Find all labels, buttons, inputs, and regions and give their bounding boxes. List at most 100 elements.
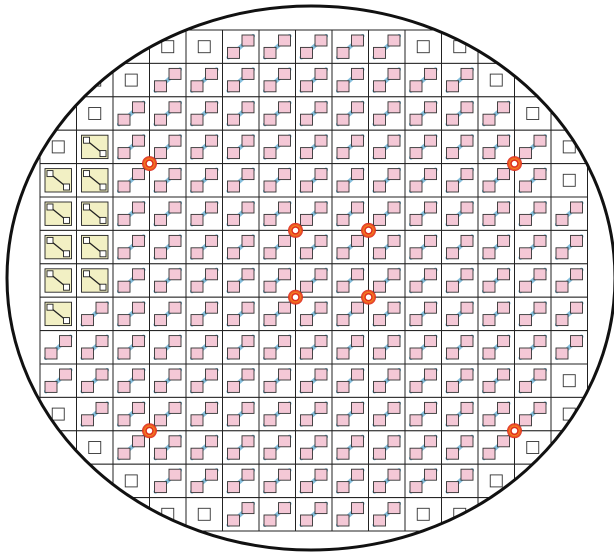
product-die (331, 229, 369, 265)
product-die (331, 330, 369, 365)
product-die (404, 430, 442, 465)
product-die (149, 62, 187, 98)
product-die (222, 129, 260, 165)
product-die (331, 96, 369, 131)
wafer-outline (5, 4, 614, 552)
product-die (514, 330, 552, 365)
product-die (149, 129, 187, 165)
product-die (550, 263, 588, 298)
product-die (222, 363, 260, 398)
product-die (368, 296, 406, 332)
marker-dot (288, 222, 303, 238)
product-die (149, 430, 187, 465)
product-die (441, 463, 479, 499)
marker-dot (142, 156, 157, 172)
product-die (368, 129, 406, 165)
product-die (514, 229, 552, 265)
product-die (112, 129, 150, 165)
product-die (368, 497, 406, 532)
product-die (441, 263, 479, 298)
test-structure-die (76, 129, 114, 165)
product-die (404, 62, 442, 98)
product-die (404, 296, 442, 332)
partial-edge-die (76, 96, 114, 131)
product-die (477, 296, 515, 332)
product-die (331, 62, 369, 98)
product-die (295, 330, 333, 365)
product-die (258, 163, 296, 198)
test-structure-die (39, 229, 77, 265)
product-die (222, 296, 260, 332)
product-die (258, 296, 296, 332)
product-die (331, 463, 369, 499)
product-die (441, 363, 479, 398)
product-die (404, 163, 442, 198)
product-die (76, 363, 114, 398)
product-die (295, 430, 333, 465)
product-die (258, 497, 296, 532)
product-die (404, 229, 442, 265)
product-die (222, 163, 260, 198)
product-die (295, 463, 333, 499)
product-die (258, 96, 296, 131)
product-die (112, 330, 150, 365)
product-die (368, 196, 406, 231)
product-die (331, 296, 369, 332)
product-die (368, 430, 406, 465)
product-die (477, 129, 515, 165)
product-die (222, 463, 260, 499)
test-structure-die (39, 263, 77, 298)
product-die (441, 62, 479, 98)
product-die (185, 363, 223, 398)
product-die (258, 330, 296, 365)
product-die (331, 263, 369, 298)
product-die (331, 430, 369, 465)
product-die (112, 396, 150, 432)
product-die (477, 196, 515, 231)
product-die (222, 396, 260, 432)
product-die (295, 96, 333, 131)
product-die (404, 96, 442, 131)
product-die (441, 196, 479, 231)
marker-dot (507, 156, 522, 172)
product-die (331, 29, 369, 64)
product-die (185, 296, 223, 332)
product-die (331, 396, 369, 432)
product-die (368, 363, 406, 398)
product-die (441, 129, 479, 165)
die-grid (39, 29, 588, 532)
marker-dot (361, 222, 376, 238)
product-die (112, 96, 150, 131)
marker-dot (288, 289, 303, 305)
product-die (222, 96, 260, 131)
product-die (404, 263, 442, 298)
test-structure-die (39, 296, 77, 332)
product-die (149, 263, 187, 298)
product-die (112, 296, 150, 332)
product-die (295, 129, 333, 165)
product-die (39, 330, 77, 365)
product-die (477, 430, 515, 465)
product-die (258, 430, 296, 465)
product-die (295, 29, 333, 64)
product-die (477, 163, 515, 198)
product-die (331, 363, 369, 398)
product-die (185, 330, 223, 365)
partial-edge-die (185, 497, 223, 532)
product-die (550, 196, 588, 231)
product-die (185, 430, 223, 465)
product-die (149, 296, 187, 332)
product-die (550, 296, 588, 332)
product-die (222, 62, 260, 98)
product-die (477, 96, 515, 131)
product-die (477, 396, 515, 432)
product-die (222, 263, 260, 298)
partial-edge-die (550, 163, 588, 198)
product-die (404, 330, 442, 365)
product-die (76, 396, 114, 432)
marker-dot (142, 423, 157, 439)
product-die (514, 196, 552, 231)
product-die (258, 396, 296, 432)
product-die (368, 29, 406, 64)
